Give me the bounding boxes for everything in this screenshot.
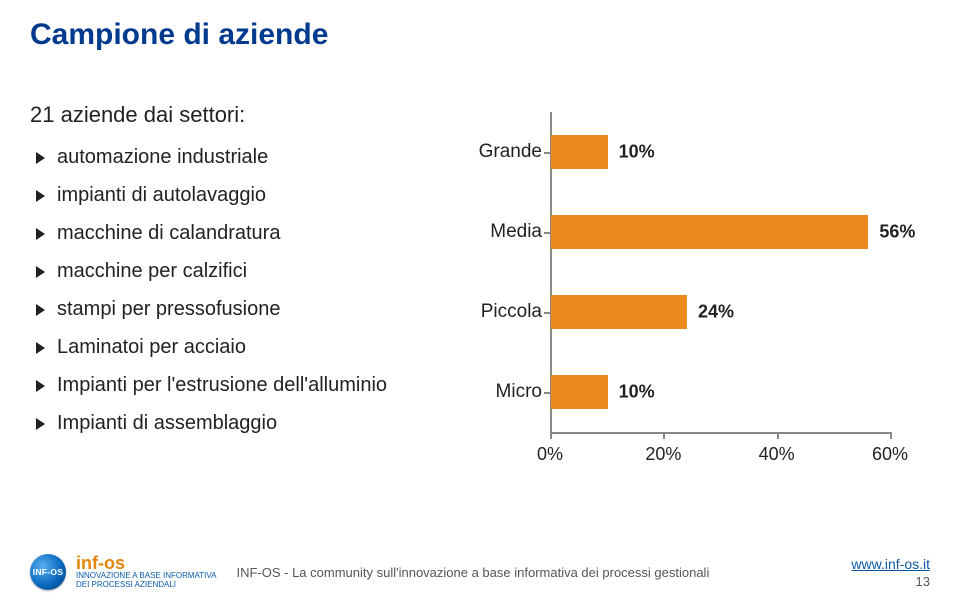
x-tick-label: 20% [645,444,681,465]
bullet-label: Impianti di assemblaggio [57,412,277,435]
category-label: Grande [479,141,542,163]
value-label: 10% [619,142,655,163]
footer-logo: INF-OS inf-os INNOVAZIONE A BASE INFORMA… [30,554,216,590]
page-title: Campione di aziende [30,18,930,52]
bullet-item: stampi per pressofusione [36,298,440,321]
category-label: Media [490,221,542,243]
bullet-list: automazione industriale impianti di autol… [36,146,440,435]
logo-text-block: inf-os INNOVAZIONE A BASE INFORMATIVA DE… [76,554,216,590]
logo-brand: inf-os [76,554,216,572]
bullet-label: macchine di calandratura [57,222,280,245]
bullet-item: macchine di calandratura [36,222,440,245]
bullet-item: automazione industriale [36,146,440,169]
x-axis [550,432,890,434]
category-label: Micro [496,381,542,403]
bullet-label: automazione industriale [57,146,268,169]
category-tick [544,152,550,154]
logo-tagline: INNOVAZIONE A BASE INFORMATIVA DEI PROCE… [76,572,216,590]
page-footer: INF-OS inf-os INNOVAZIONE A BASE INFORMA… [0,552,960,598]
bar-chart: 0% 20% 40% 60% Grande 10% Media 56% Piccola 24% Mi… [460,112,920,472]
bullet-label: stampi per pressofusione [57,298,280,321]
bullet-triangle-icon [36,190,45,202]
chart-bar [551,375,608,409]
bullet-triangle-icon [36,228,45,240]
bullet-item: impianti di autolavaggio [36,184,440,207]
bullet-label: Impianti per l'estrusione dell'alluminio [57,374,387,397]
value-label: 10% [619,382,655,403]
x-tick [550,432,552,439]
bullet-item: macchine per calzifici [36,260,440,283]
bullet-label: impianti di autolavaggio [57,184,266,207]
x-tick [777,432,779,439]
bullet-label: macchine per calzifici [57,260,247,283]
x-tick-label: 40% [759,444,795,465]
bullet-column: 21 aziende dai settori: automazione indu… [30,102,450,450]
category-tick [544,392,550,394]
x-tick-label: 0% [537,444,563,465]
bullet-triangle-icon [36,304,45,316]
bullet-item: Laminatoi per acciaio [36,336,440,359]
bullet-label: Laminatoi per acciaio [57,336,246,359]
category-label: Piccola [481,301,542,323]
x-tick [663,432,665,439]
subtitle: 21 aziende dai settori: [30,102,440,128]
x-tick-label: 60% [872,444,908,465]
page-number: 13 [916,574,930,589]
bullet-item: Impianti per l'estrusione dell'alluminio [36,374,440,397]
bullet-triangle-icon [36,152,45,164]
chart-bar [551,135,608,169]
bullet-triangle-icon [36,418,45,430]
category-tick [544,232,550,234]
value-label: 56% [879,222,915,243]
bullet-item: Impianti di assemblaggio [36,412,440,435]
chart-bar [551,295,687,329]
x-tick [890,432,892,439]
chart-bar [551,215,868,249]
bullet-triangle-icon [36,342,45,354]
bullet-triangle-icon [36,380,45,392]
bullet-triangle-icon [36,266,45,278]
category-tick [544,312,550,314]
value-label: 24% [698,302,734,323]
logo-globe-icon: INF-OS [30,554,66,590]
footer-text: INF-OS - La community sull'innovazione a… [236,565,709,580]
content-row: 21 aziende dai settori: automazione indu… [30,102,930,472]
logo-circle-text: INF-OS [33,567,64,577]
chart-column: 0% 20% 40% 60% Grande 10% Media 56% Piccola 24% Mi… [450,102,930,472]
footer-link[interactable]: www.inf-os.it [851,556,930,572]
